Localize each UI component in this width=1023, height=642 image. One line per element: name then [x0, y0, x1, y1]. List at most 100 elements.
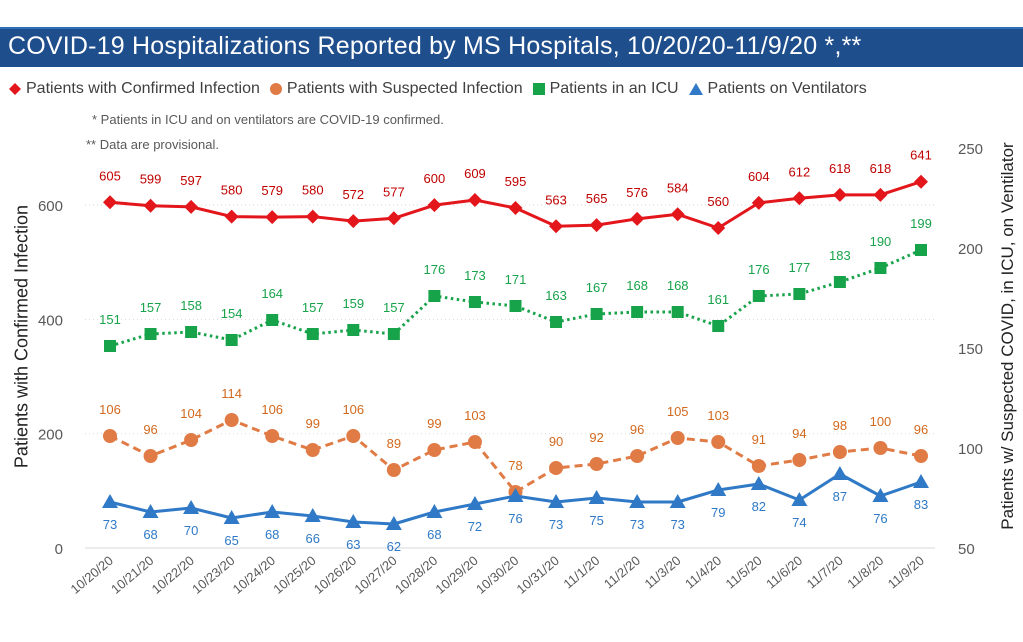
data-label: 73 — [549, 517, 563, 532]
icu-point — [225, 334, 238, 346]
suspected-point — [305, 443, 320, 457]
data-label: 597 — [180, 173, 202, 188]
data-label: 151 — [99, 312, 121, 327]
data-label: 96 — [143, 422, 157, 437]
confirmed-point — [792, 191, 807, 206]
left-tick-label: 400 — [38, 312, 63, 329]
x-tick-label: 10/22/20 — [149, 553, 197, 597]
x-tick-label: 10/28/20 — [392, 553, 440, 597]
suspected-point — [265, 429, 280, 443]
data-label: 89 — [387, 436, 401, 451]
data-label: 168 — [626, 278, 648, 293]
data-label: 76 — [508, 511, 522, 526]
x-tick-label: 10/24/20 — [230, 553, 278, 597]
data-label: 106 — [261, 402, 283, 417]
confirmed-point — [346, 214, 361, 229]
square-icon — [532, 83, 545, 95]
confirmed-point — [711, 221, 726, 235]
data-label: 82 — [752, 499, 766, 514]
icu-point — [671, 306, 684, 318]
icu-point — [631, 306, 644, 318]
data-label: 604 — [748, 169, 770, 184]
x-tick-label: 11/3/20 — [641, 553, 683, 592]
suspected-point — [427, 443, 442, 457]
data-label: 68 — [143, 527, 157, 542]
suspected-point — [589, 457, 604, 471]
ventilator-point — [548, 494, 565, 508]
data-label: 98 — [833, 418, 847, 433]
x-tick-label: 11/6/20 — [763, 553, 805, 592]
data-label: 75 — [589, 513, 603, 528]
x-tick-label: 10/31/20 — [514, 553, 562, 597]
data-label: 73 — [630, 517, 644, 532]
confirmed-point — [670, 207, 685, 222]
confirmed-point — [914, 174, 928, 189]
legend-label-icu: Patients in an ICU — [549, 80, 679, 97]
data-label: 563 — [545, 192, 567, 207]
icu-point — [104, 340, 116, 352]
title-bar: COVID-19 Hospitalizations Reported by MS… — [0, 27, 1023, 67]
data-label: 580 — [221, 183, 243, 198]
data-label: 173 — [464, 268, 486, 283]
data-label: 605 — [99, 168, 121, 183]
icu-point — [347, 324, 360, 336]
data-label: 163 — [545, 288, 567, 303]
series-line-2 — [109, 248, 922, 348]
left-tick-label: 0 — [55, 541, 63, 558]
data-label: 618 — [870, 161, 892, 176]
data-label: 68 — [265, 527, 279, 542]
legend-label-confirmed: Patients with Confirmed Infection — [26, 80, 260, 97]
right-tick-label: 100 — [958, 441, 983, 458]
legend-item-suspected: Patients with Suspected Infection — [269, 80, 523, 98]
suspected-point — [792, 453, 807, 467]
data-label: 62 — [387, 539, 401, 554]
data-label: 74 — [792, 515, 806, 530]
x-tick-label: 10/27/20 — [351, 553, 399, 597]
ventilator-point — [466, 496, 483, 510]
right-tick-label: 150 — [958, 341, 983, 358]
x-tick-label: 11/4/20 — [682, 553, 724, 592]
ventilator-point — [223, 510, 240, 524]
suspected-point — [914, 449, 928, 463]
icu-point — [428, 290, 441, 302]
chart-title: COVID-19 Hospitalizations Reported by MS… — [8, 32, 862, 60]
legend-label-suspected: Patients with Suspected Infection — [286, 80, 523, 97]
ventilator-point — [872, 488, 889, 502]
x-tick-label: 10/20/20 — [68, 553, 116, 597]
data-label: 106 — [99, 402, 121, 417]
data-label: 105 — [667, 404, 689, 419]
ventilator-point — [507, 488, 524, 502]
triangle-icon — [688, 83, 703, 95]
ventilator-point — [629, 494, 646, 508]
ventilator-point — [588, 490, 605, 504]
data-label: 612 — [788, 164, 810, 179]
ventilator-point — [831, 466, 848, 480]
right-tick-label: 200 — [958, 241, 983, 258]
data-label: 157 — [383, 300, 405, 315]
icu-point — [793, 288, 806, 300]
data-label: 96 — [914, 422, 928, 437]
data-label: 92 — [589, 430, 603, 445]
icu-point — [550, 316, 563, 328]
data-label: 600 — [424, 171, 446, 186]
legend-item-ventilator: Patients on Ventilators — [688, 80, 867, 98]
suspected-point — [751, 459, 766, 473]
data-label: 70 — [184, 523, 198, 538]
series-line-1 — [109, 418, 922, 494]
icu-point — [590, 308, 603, 320]
x-tick-label: 11/7/20 — [804, 553, 846, 592]
left-tick-label: 600 — [38, 198, 63, 215]
data-label: 78 — [508, 458, 522, 473]
data-label: 609 — [464, 166, 486, 181]
data-label: 176 — [748, 262, 770, 277]
data-label: 94 — [792, 426, 806, 441]
data-label: 103 — [464, 408, 486, 423]
data-label: 595 — [505, 174, 527, 189]
suspected-point — [549, 461, 564, 475]
confirmed-point — [751, 195, 766, 210]
suspected-point — [630, 449, 645, 463]
data-label: 565 — [586, 191, 608, 206]
suspected-point — [184, 433, 199, 447]
confirmed-point — [508, 201, 523, 215]
confirmed-point — [265, 210, 280, 225]
